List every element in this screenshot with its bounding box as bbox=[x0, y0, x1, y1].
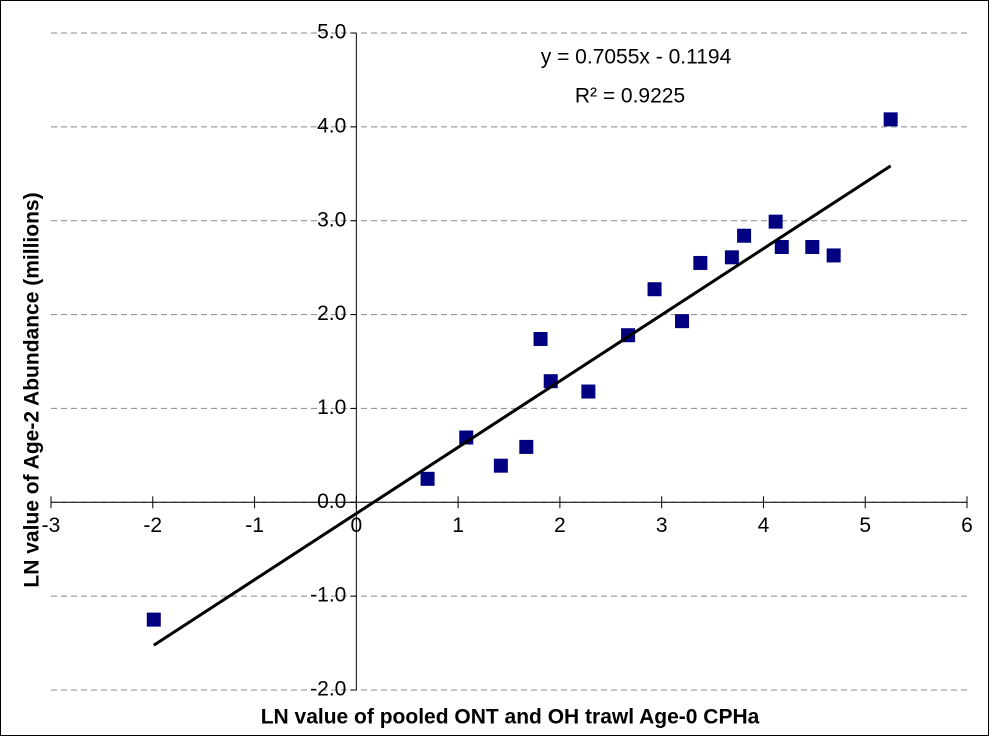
x-tick-label: 6 bbox=[961, 514, 973, 537]
point bbox=[146, 612, 161, 627]
point bbox=[581, 384, 596, 399]
y-tick-label: 2.0 bbox=[317, 302, 346, 325]
point bbox=[768, 214, 783, 229]
x-tick-label: 0 bbox=[350, 514, 362, 537]
point bbox=[737, 228, 752, 243]
point bbox=[675, 314, 690, 329]
point bbox=[724, 250, 739, 265]
point bbox=[533, 331, 548, 346]
point bbox=[693, 255, 708, 270]
y-tick-label: -2.0 bbox=[310, 678, 346, 701]
point bbox=[883, 112, 898, 127]
point bbox=[805, 239, 820, 254]
x-tick-label: -2 bbox=[143, 514, 162, 537]
y-tick-label: 5.0 bbox=[317, 21, 346, 44]
point bbox=[647, 282, 662, 297]
x-tick-label: 4 bbox=[758, 514, 770, 537]
point bbox=[420, 471, 435, 486]
x-tick-label: 1 bbox=[452, 514, 464, 537]
x-axis-label: LN value of pooled ONT and OH trawl Age-… bbox=[261, 706, 760, 729]
point bbox=[519, 439, 534, 454]
x-tick-label: -3 bbox=[42, 514, 61, 537]
y-axis-label: LN value of Age-2 Abundance (millions) bbox=[21, 192, 44, 587]
point bbox=[826, 248, 841, 263]
trendline bbox=[152, 164, 892, 647]
y-tick-label: 4.0 bbox=[317, 114, 346, 137]
x-tick-label: 3 bbox=[656, 514, 668, 537]
x-tick-label: 5 bbox=[859, 514, 871, 537]
y-tick-label: -1.0 bbox=[310, 584, 346, 607]
y-tick-label: 1.0 bbox=[317, 396, 346, 419]
y-tick-label: 3.0 bbox=[317, 208, 346, 231]
r-squared: R² = 0.9225 bbox=[575, 85, 685, 108]
x-tick-label: 2 bbox=[554, 514, 566, 537]
x-tick-label: -1 bbox=[245, 514, 264, 537]
y-tick-label: 0.0 bbox=[317, 490, 346, 513]
point bbox=[493, 458, 508, 473]
trend-equation: y = 0.7055x - 0.1194 bbox=[541, 46, 732, 69]
point bbox=[774, 239, 789, 254]
